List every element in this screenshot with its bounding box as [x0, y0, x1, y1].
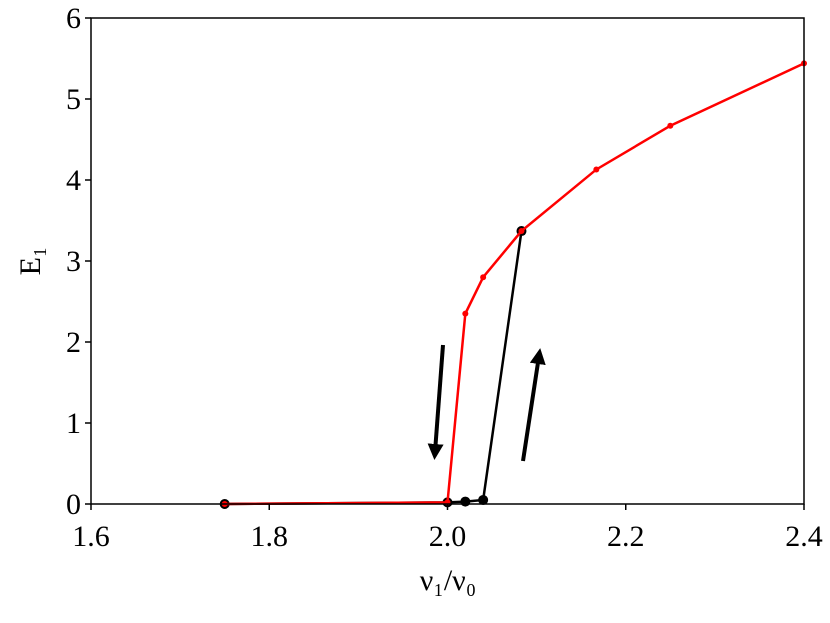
x-tick-label: 2.2: [607, 520, 645, 553]
y-tick-label: 4: [66, 164, 81, 197]
series-line: [224, 230, 523, 506]
y-tick-label: 5: [66, 83, 81, 116]
series-marker: [462, 310, 469, 317]
x-tick-label: 1.8: [251, 520, 289, 553]
x-tick-label: 1.6: [72, 520, 110, 553]
arrow-down: [427, 344, 445, 460]
y-tick-label: 1: [66, 407, 81, 440]
series-marker: [518, 228, 525, 235]
series-line: [224, 62, 805, 506]
series-marker: [667, 122, 674, 129]
series-marker: [460, 496, 471, 507]
series-marker: [480, 274, 487, 281]
axes-frame: [90, 17, 805, 505]
x-tick-label: 2.4: [785, 520, 823, 553]
plot-area: [219, 60, 807, 509]
y-tick-label: 6: [66, 2, 81, 35]
y-tick-label: 3: [66, 245, 81, 278]
y-tick-label: 2: [66, 326, 81, 359]
arrow-up: [521, 348, 546, 462]
y-axis-label: E₁: [14, 247, 47, 276]
x-tick-label: 2.0: [429, 520, 467, 553]
series-marker: [478, 494, 489, 505]
y-tick-label: 0: [66, 488, 81, 521]
series-marker: [593, 166, 600, 173]
x-axis-label: ν₁/ν₀: [420, 564, 476, 597]
